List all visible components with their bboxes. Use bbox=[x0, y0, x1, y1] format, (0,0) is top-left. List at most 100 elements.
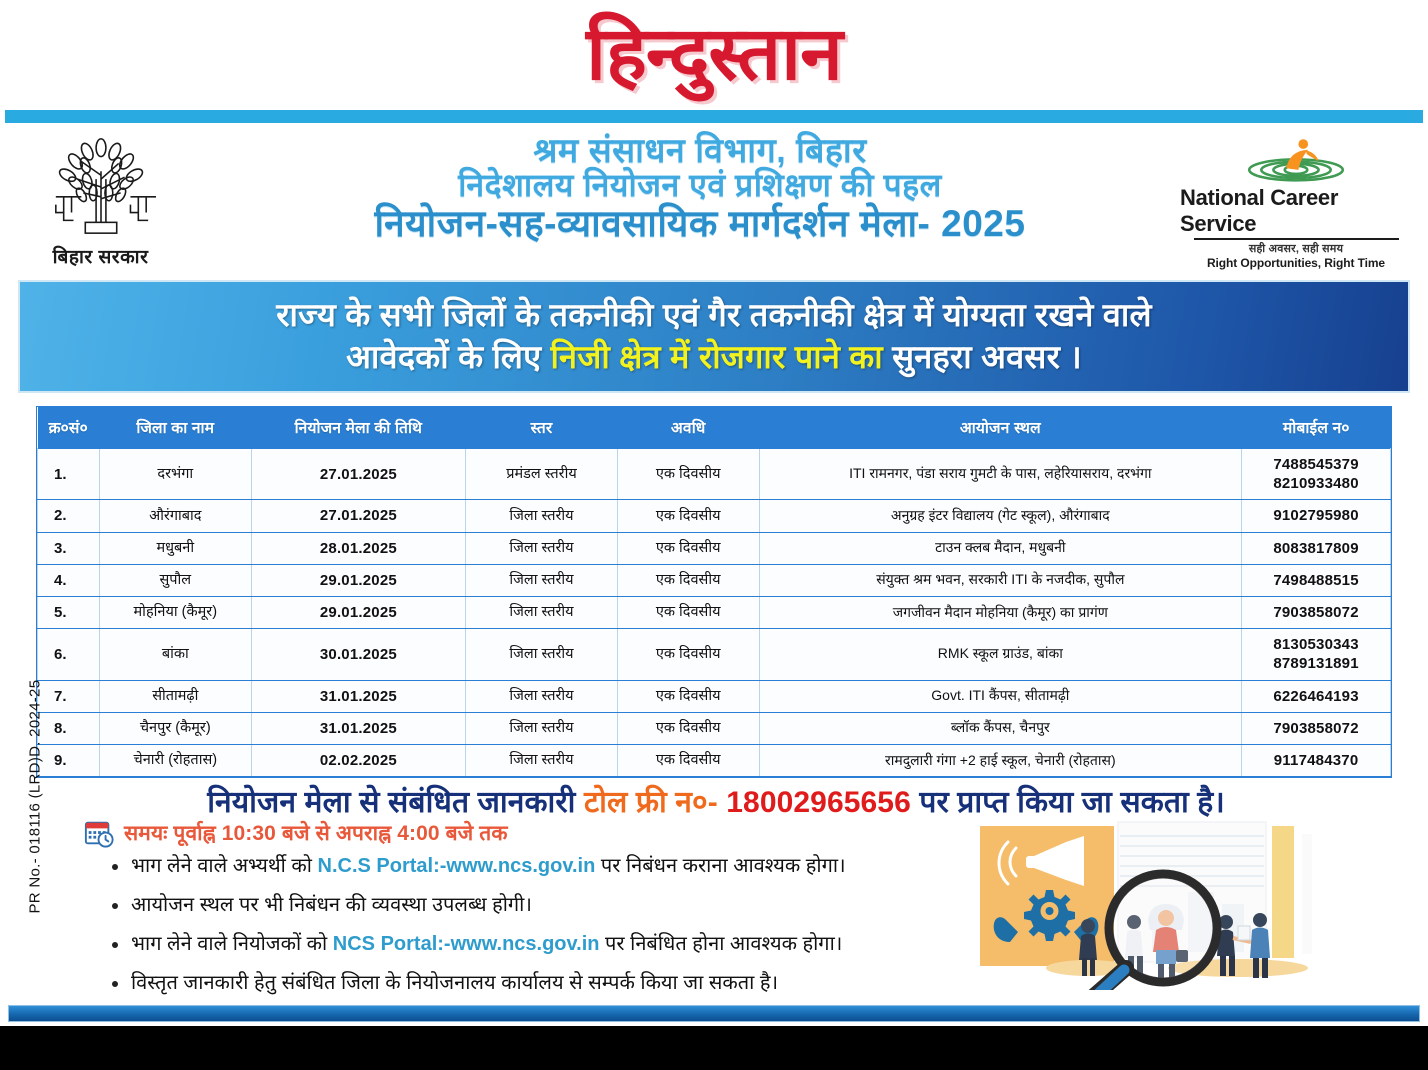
page-footer-black bbox=[0, 1026, 1428, 1070]
instruction-text: भाग लेने वाले अभ्यर्थी को N.C.S Portal:-… bbox=[131, 855, 846, 877]
ncs-divider bbox=[1193, 238, 1399, 240]
top-cyan-strip bbox=[5, 110, 1423, 123]
job-fair-illustration bbox=[938, 818, 1406, 990]
cell-venue: RMK स्कूल ग्राउंड, बांका bbox=[758, 628, 1243, 681]
ncs-portal-link[interactable]: NCS Portal:-www.ncs.gov.in bbox=[332, 933, 600, 955]
tollfree-number: 18002965656 bbox=[726, 786, 911, 819]
cell-date: 29.01.2025 bbox=[250, 595, 467, 630]
newspaper-masthead: हिन्दुस्तान bbox=[0, 0, 1428, 108]
bihar-government-emblem: बिहार सरकार bbox=[28, 132, 173, 274]
table-row: 6. बांका 30.01.2025 जिला स्तरीय एक दिवसीय RMK… bbox=[37, 628, 1391, 681]
cell-level: जिला स्तरीय bbox=[465, 743, 618, 778]
table-head: क्र०सं० जिला का नाम नियोजन मेला की तिथि … bbox=[37, 407, 1391, 449]
bottom-blue-bar bbox=[8, 1005, 1420, 1022]
table-row: 1. दरभंगा 27.01.2025 प्रमंडल स्तरीय एक दिवसी… bbox=[37, 447, 1391, 501]
cell-sno: 2. bbox=[37, 499, 100, 533]
header-date: नियोजन मेला की तिथि bbox=[251, 407, 467, 449]
cell-sno: 6. bbox=[37, 628, 100, 681]
cell-level: जिला स्तरीय bbox=[465, 679, 618, 713]
cell-mobile: 7903858072 bbox=[1241, 595, 1391, 630]
cell-date: 27.01.2025 bbox=[250, 447, 467, 501]
instruction-text: आयोजन स्थल पर भी निबंधन की व्यवस्था उपलब… bbox=[131, 894, 532, 916]
cell-duration: एक दिवसीय bbox=[616, 531, 760, 565]
bodhi-tree-emblem-icon bbox=[54, 138, 156, 234]
tollfree-label: टोल फ्री न०- bbox=[583, 786, 727, 819]
cell-district: दरभंगा bbox=[98, 447, 252, 501]
cell-level: जिला स्तरीय bbox=[465, 563, 618, 597]
cell-sno: 1. bbox=[37, 447, 100, 501]
cell-level: जिला स्तरीय bbox=[465, 595, 618, 630]
cell-mobile: 7488545379 8210933480 bbox=[1241, 447, 1391, 501]
cell-mobile: 9117484370 bbox=[1241, 743, 1391, 778]
cell-duration: एक दिवसीय bbox=[616, 563, 760, 597]
ncs-tagline-english: Right Opportunities, Right Time bbox=[1206, 256, 1385, 270]
cell-mobile: 8083817809 bbox=[1241, 531, 1391, 565]
cell-district: बांका bbox=[98, 628, 252, 681]
table-row: 2. औरंगाबाद 27.01.2025 जिला स्तरीय एक दिवसीय… bbox=[37, 499, 1391, 533]
ncs-portal-link[interactable]: N.C.S Portal:-www.ncs.gov.in bbox=[317, 855, 596, 877]
cell-duration: एक दिवसीय bbox=[616, 447, 760, 501]
table-row: 4. सुपौल 29.01.2025 जिला स्तरीय एक दिवसीय संय… bbox=[37, 563, 1391, 597]
cell-district: मोहनिया (कैमूर) bbox=[98, 595, 252, 630]
instruction-item: विस्तृत जानकारी हेतु संबंधित जिला के निय… bbox=[112, 971, 922, 996]
banner-line2-highlight: निजी क्षेत्र में रोजगार पाने का bbox=[550, 338, 883, 375]
banner-line-2: आवेदकों के लिए निजी क्षेत्र में रोजगार प… bbox=[346, 337, 1082, 379]
table-body: 1. दरभंगा 27.01.2025 प्रमंडल स्तरीय एक दिवसी… bbox=[37, 447, 1391, 778]
event-title: नियोजन-सह-व्यावसायिक मार्गदर्शन मेला- 20… bbox=[374, 202, 1026, 244]
cell-level: जिला स्तरीय bbox=[465, 628, 618, 681]
cell-duration: एक दिवसीय bbox=[616, 711, 760, 745]
instruction-item: भाग लेने वाले नियोजकों को NCS Portal:-ww… bbox=[112, 932, 922, 957]
directorate-line: निदेशालय नियोजन एवं प्रशिक्षण की पहल bbox=[458, 167, 942, 204]
ncs-ripple-figure-icon bbox=[1247, 139, 1345, 182]
department-name: श्रम संसाधन विभाग, बिहार bbox=[533, 131, 867, 170]
cell-date: 30.01.2025 bbox=[250, 628, 467, 681]
tollfree-after: पर प्राप्त किया जा सकता है। bbox=[910, 786, 1225, 819]
cell-date: 28.01.2025 bbox=[250, 531, 467, 565]
banner-line-1: राज्य के सभी जिलों के तकनीकी एवं गैर तकन… bbox=[276, 296, 1152, 333]
cell-date: 29.01.2025 bbox=[250, 563, 467, 597]
cell-district: सुपौल bbox=[98, 563, 252, 597]
cell-venue: टाउन क्लब मैदान, मधुबनी bbox=[758, 531, 1243, 565]
ncs-tagline-hindi: सही अवसर, सही समय bbox=[1248, 243, 1344, 255]
emblem-caption: बिहार सरकार bbox=[52, 247, 149, 268]
header-sno: क्र०सं० bbox=[37, 407, 100, 449]
cell-mobile: 6226464193 bbox=[1241, 679, 1391, 713]
cell-duration: एक दिवसीय bbox=[616, 679, 760, 713]
cell-level: जिला स्तरीय bbox=[465, 531, 618, 565]
event-time-text: समयः पूर्वाह्न 10:30 बजे से अपराह्न 4:00… bbox=[124, 822, 508, 845]
table-row: 3. मधुबनी 28.01.2025 जिला स्तरीय एक दिवसीय टा… bbox=[37, 531, 1391, 565]
event-time-row: समयः पूर्वाह्न 10:30 बजे से अपराह्न 4:00… bbox=[84, 818, 508, 848]
instruction-text: विस्तृत जानकारी हेतु संबंधित जिला के निय… bbox=[131, 972, 779, 994]
cell-venue: ITI रामनगर, पंडा सराय गुमटी के पास, लहेर… bbox=[758, 447, 1243, 501]
cell-venue: अनुग्रह इंटर विद्यालय (गेट स्कूल), औरंगा… bbox=[758, 499, 1243, 533]
cell-duration: एक दिवसीय bbox=[616, 595, 760, 630]
cell-district: चैनपुर (कैमूर) bbox=[98, 711, 252, 745]
headline-banner: राज्य के सभी जिलों के तकनीकी एवं गैर तकन… bbox=[18, 280, 1410, 393]
cell-mobile: 9102795980 bbox=[1241, 499, 1391, 533]
cell-date: 27.01.2025 bbox=[250, 499, 467, 533]
tollfree-before: नियोजन मेला से संबंधित जानकारी bbox=[207, 786, 584, 819]
header-district: जिला का नाम bbox=[99, 407, 252, 449]
cell-level: जिला स्तरीय bbox=[465, 499, 618, 533]
ncs-name: National Career Service bbox=[1180, 185, 1339, 237]
banner-line2-after: सुनहरा अवसर । bbox=[882, 338, 1082, 375]
instruction-text: भाग लेने वाले नियोजकों को NCS Portal:-ww… bbox=[131, 933, 843, 955]
cell-mobile: 7903858072 bbox=[1241, 711, 1391, 745]
cell-duration: एक दिवसीय bbox=[616, 743, 760, 778]
cell-mobile: 7498488515 bbox=[1241, 563, 1391, 597]
header-mobile: मोबाईल न० bbox=[1241, 407, 1391, 449]
cell-sno: 3. bbox=[37, 531, 100, 565]
cell-venue: रामदुलारी गंगा +2 हाई स्कूल, चेनारी (रोह… bbox=[758, 743, 1243, 778]
cell-sno: 9. bbox=[37, 743, 100, 778]
header-band: बिहार सरकार श्रम संसाधन विभाग, बिहार निद… bbox=[0, 126, 1428, 278]
cell-sno: 7. bbox=[37, 679, 100, 713]
table-row: 9. चेनारी (रोहतास) 02.02.2025 जिला स्तरीय एक… bbox=[37, 743, 1391, 778]
bullet-dot-icon bbox=[112, 981, 118, 987]
schedule-table: क्र०सं० जिला का नाम नियोजन मेला की तिथि … bbox=[37, 407, 1391, 778]
instructions-list: भाग लेने वाले अभ्यर्थी को N.C.S Portal:-… bbox=[112, 854, 922, 1010]
pr-number-text: PR No.- 018116 (LRD)D. 2024-25 bbox=[26, 679, 44, 914]
cell-duration: एक दिवसीय bbox=[616, 628, 760, 681]
cell-venue: संयुक्त श्रम भवन, सरकारी ITI के नजदीक, स… bbox=[758, 563, 1243, 597]
cell-date: 31.01.2025 bbox=[250, 711, 467, 745]
